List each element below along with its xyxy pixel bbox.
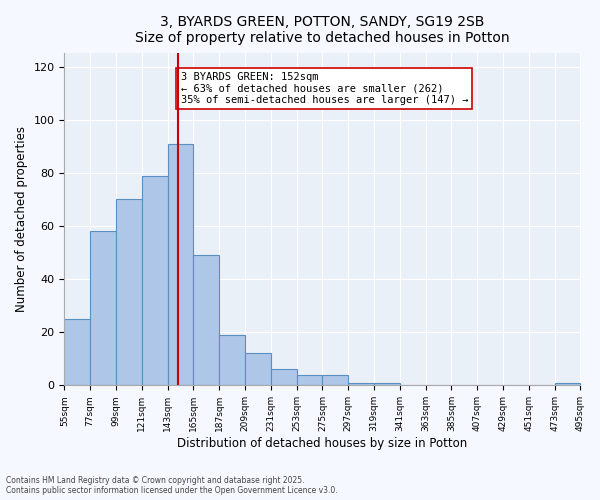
Bar — [64, 319, 90, 386]
Text: 3 BYARDS GREEN: 152sqm
← 63% of detached houses are smaller (262)
35% of semi-de: 3 BYARDS GREEN: 152sqm ← 63% of detached… — [181, 72, 468, 105]
Text: Contains HM Land Registry data © Crown copyright and database right 2025.
Contai: Contains HM Land Registry data © Crown c… — [6, 476, 338, 495]
Bar — [90, 232, 116, 386]
Bar — [142, 176, 167, 386]
Bar — [271, 370, 296, 386]
Title: 3, BYARDS GREEN, POTTON, SANDY, SG19 2SB
Size of property relative to detached h: 3, BYARDS GREEN, POTTON, SANDY, SG19 2SB… — [135, 15, 510, 45]
Bar — [193, 255, 219, 386]
Bar — [296, 374, 322, 386]
Bar — [167, 144, 193, 386]
Bar — [554, 382, 580, 386]
Bar — [245, 354, 271, 386]
Bar — [322, 374, 348, 386]
X-axis label: Distribution of detached houses by size in Potton: Distribution of detached houses by size … — [178, 437, 467, 450]
Bar — [374, 382, 400, 386]
Y-axis label: Number of detached properties: Number of detached properties — [15, 126, 28, 312]
Bar — [348, 382, 374, 386]
Bar — [219, 335, 245, 386]
Bar — [116, 200, 142, 386]
